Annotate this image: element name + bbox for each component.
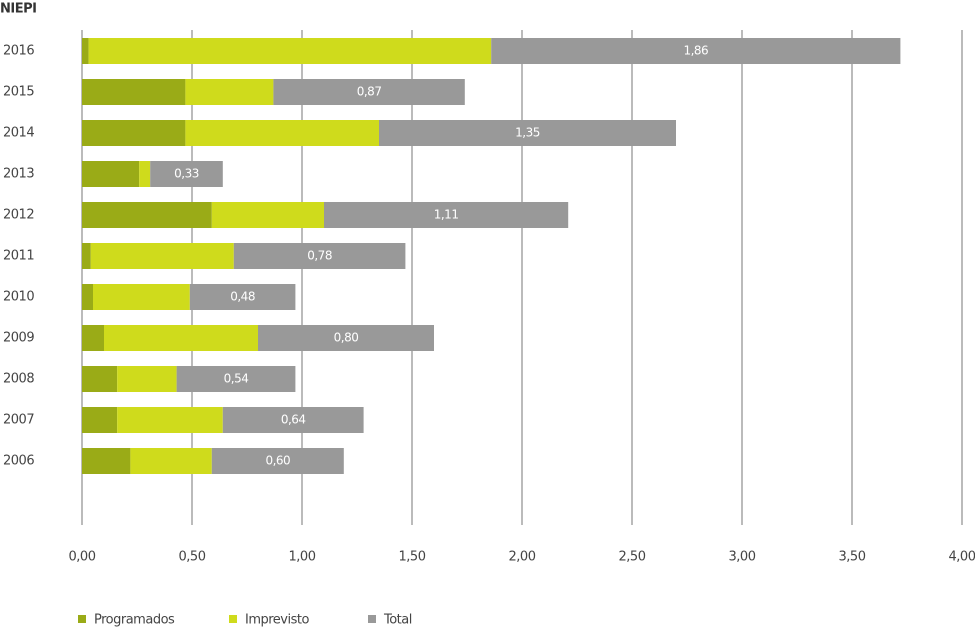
bar-segment	[82, 38, 89, 64]
value-label: 0,33	[174, 167, 199, 181]
bar-segment	[139, 161, 151, 187]
y-tick-label: 2016	[3, 44, 34, 59]
bar-segment	[150, 161, 223, 187]
x-tick-label: 3,00	[729, 550, 756, 565]
value-label: 0,64	[281, 413, 306, 427]
x-tick-label: 3,50	[839, 550, 866, 565]
y-tick-label: 2011	[3, 249, 34, 264]
value-label: 0,78	[307, 249, 332, 263]
bar-segment	[222, 407, 364, 433]
y-tick-label: 2008	[3, 372, 34, 387]
x-tick-label: 0,50	[179, 550, 206, 565]
legend-swatch	[368, 615, 376, 623]
bar-segment	[189, 284, 296, 310]
bar-segment	[82, 325, 104, 351]
y-tick-label: 2013	[3, 167, 34, 182]
legend-label: Total	[383, 613, 412, 628]
y-tick-label: 2007	[3, 413, 34, 428]
bar-segment	[88, 38, 492, 64]
bar-segment	[233, 243, 406, 269]
bar-segment	[82, 202, 212, 228]
x-tick-label: 1,50	[399, 550, 426, 565]
bar-segment	[130, 448, 212, 474]
y-tick-label: 2012	[3, 208, 34, 223]
value-label: 0,80	[334, 331, 359, 345]
value-label: 1,86	[683, 44, 708, 58]
legend-swatch	[229, 615, 237, 623]
bar-segment	[185, 120, 379, 146]
bar-segment	[491, 38, 901, 64]
legend-label: Imprevisto	[245, 613, 309, 628]
value-label: 1,11	[434, 208, 459, 222]
x-tick-label: 4,00	[949, 550, 975, 565]
x-tick-label: 2,00	[509, 550, 536, 565]
y-tick-label: 2006	[3, 454, 34, 469]
bar-segment	[82, 120, 186, 146]
value-label: 0,87	[357, 85, 382, 99]
bar-segment	[82, 407, 118, 433]
bar-segment	[176, 366, 296, 392]
bar-segment	[273, 79, 465, 105]
bar-segment	[104, 325, 258, 351]
x-tick-label: 2,50	[619, 550, 646, 565]
bar-segment	[185, 79, 274, 105]
value-label: 0,60	[265, 454, 290, 468]
bar-segment	[82, 448, 131, 474]
x-tick-label: 0,00	[69, 550, 96, 565]
x-tick-label: 1,00	[289, 550, 316, 565]
value-label: 1,35	[515, 126, 540, 140]
y-tick-label: 2015	[3, 85, 34, 100]
bar-segment	[258, 325, 434, 351]
value-label: 0,54	[224, 372, 249, 386]
bar-segment	[82, 284, 93, 310]
y-tick-label: 2009	[3, 331, 34, 346]
bar-segment	[211, 448, 344, 474]
bar-segment	[211, 202, 324, 228]
bar-segment	[379, 120, 676, 146]
y-tick-label: 2014	[3, 126, 34, 141]
bar-segment	[117, 366, 177, 392]
legend-swatch	[78, 615, 86, 623]
bar-segment	[82, 79, 186, 105]
bar-segment	[82, 366, 118, 392]
bar-segment	[82, 161, 140, 187]
value-label: 0,48	[230, 290, 255, 304]
legend-label: Programados	[94, 613, 175, 628]
axis-title: NIEPI	[0, 2, 36, 17]
bar-segment	[324, 202, 569, 228]
bar-segment	[82, 243, 91, 269]
bar-segment	[117, 407, 223, 433]
y-tick-label: 2010	[3, 290, 34, 305]
bar-segment	[93, 284, 190, 310]
bar-segment	[90, 243, 234, 269]
